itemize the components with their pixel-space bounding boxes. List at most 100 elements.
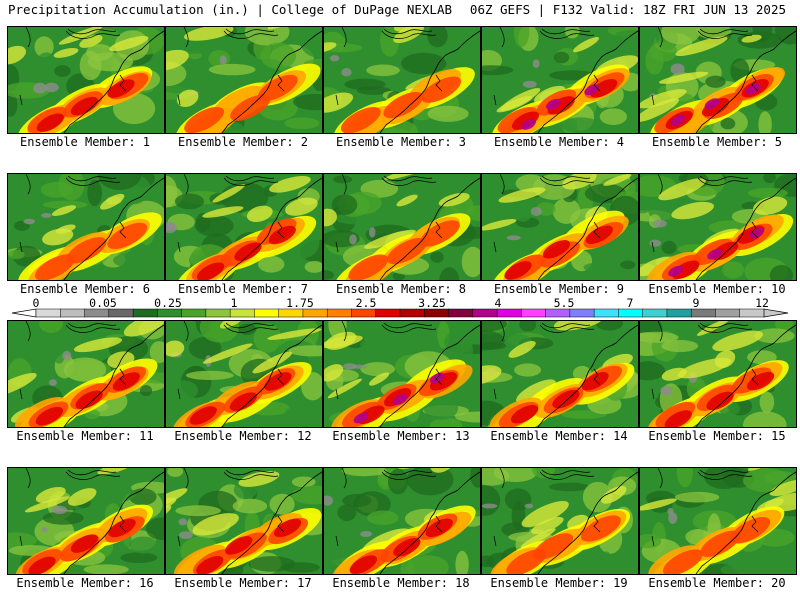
colorbar-segment: [181, 308, 207, 318]
ensemble-member-label: Ensemble Member: 1: [19, 135, 151, 149]
colorbar-segment: [205, 308, 231, 318]
precip-map-graphic: [166, 27, 322, 133]
ensemble-member-label: Ensemble Member: 8: [335, 282, 467, 296]
colorbar-segment: [666, 308, 692, 318]
ensemble-member-map: [7, 320, 165, 428]
ensemble-member-label: Ensemble Member: 17: [174, 576, 312, 590]
ensemble-member-map: [481, 320, 639, 428]
precip-map-graphic: [324, 468, 480, 574]
ensemble-member-map: [165, 467, 323, 575]
precip-map-graphic: [8, 27, 164, 133]
ensemble-member-label: Ensemble Member: 12: [174, 429, 312, 443]
ensemble-member-map: [639, 467, 797, 575]
colorbar-tick-label: 0.25: [154, 296, 182, 310]
ensemble-member-map: [323, 173, 481, 281]
ensemble-member-label: Ensemble Member: 15: [648, 429, 786, 443]
colorbar-segment: [496, 308, 522, 318]
colorbar-segment: [157, 308, 183, 318]
ensemble-member-map: [481, 173, 639, 281]
colorbar-segment: [375, 308, 401, 318]
colorbar-segment: [472, 308, 498, 318]
colorbar-tick-label: 1: [230, 296, 238, 310]
ensemble-member-label: Ensemble Member: 20: [648, 576, 786, 590]
run-info: 06Z GEFS | F132 Valid: 18Z FRI JUN 13 20…: [469, 2, 786, 17]
colorbar-segment: [254, 308, 280, 318]
ensemble-member-label: Ensemble Member: 10: [648, 282, 786, 296]
colorbar-tick-label: 0.05: [89, 296, 117, 310]
ensemble-member-label: Ensemble Member: 11: [16, 429, 154, 443]
colorbar-tick-label: 0: [32, 296, 40, 310]
precip-map-graphic: [482, 321, 638, 427]
colorbar-segment: [521, 308, 547, 318]
colorbar-segment: [132, 308, 158, 318]
colorbar-segment: [229, 308, 255, 318]
precip-map-graphic: [166, 174, 322, 280]
colorbar-segment: [545, 308, 571, 318]
ensemble-member-map: [639, 26, 797, 134]
ensemble-member-label: Ensemble Member: 2: [177, 135, 309, 149]
colorbar-tick-label: 12: [755, 296, 769, 310]
colorbar-segment: [108, 308, 134, 318]
precip-map-graphic: [482, 174, 638, 280]
colorbar-segment: [569, 308, 595, 318]
ensemble-member-label: Ensemble Member: 7: [177, 282, 309, 296]
colorbar-tick-label: 7: [626, 296, 634, 310]
ensemble-member-label: Ensemble Member: 6: [19, 282, 151, 296]
precip-map-graphic: [640, 468, 796, 574]
colorbar-tick-label: 4: [494, 296, 502, 310]
precip-map-graphic: [8, 174, 164, 280]
ensemble-member-label: Ensemble Member: 18: [332, 576, 470, 590]
ensemble-member-map: [7, 26, 165, 134]
colorbar-tick-label: 3.25: [418, 296, 446, 310]
colorbar-segment: [424, 308, 450, 318]
map-title: Precipitation Accumulation (in.) | Colle…: [8, 2, 453, 17]
ensemble-member-map: [323, 467, 481, 575]
ensemble-member-label: Ensemble Member: 13: [332, 429, 470, 443]
precip-map-graphic: [324, 321, 480, 427]
ensemble-member-label: Ensemble Member: 9: [493, 282, 625, 296]
ensemble-member-map: [7, 467, 165, 575]
colorbar-segment: [60, 308, 86, 318]
colorbar-segment: [302, 308, 328, 318]
colorbar-tick-label: 5.5: [553, 296, 575, 310]
colorbar-segment: [326, 308, 353, 318]
ensemble-member-map: [165, 26, 323, 134]
precip-colorbar: [11, 308, 789, 318]
ensemble-member-map: [323, 26, 481, 134]
precip-map-graphic: [166, 321, 322, 427]
ensemble-member-label: Ensemble Member: 14: [490, 429, 628, 443]
precip-map-graphic: [324, 174, 480, 280]
precip-map-graphic: [324, 27, 480, 133]
precip-map-graphic: [482, 468, 638, 574]
precip-map-graphic: [8, 468, 164, 574]
ensemble-member-label: Ensemble Member: 5: [651, 135, 783, 149]
colorbar-tick-label: 2.5: [355, 296, 377, 310]
ensemble-member-map: [639, 173, 797, 281]
ensemble-member-label: Ensemble Member: 4: [493, 135, 625, 149]
ensemble-member-label: Ensemble Member: 19: [490, 576, 628, 590]
ensemble-member-map: [481, 26, 639, 134]
precip-map-graphic: [640, 27, 796, 133]
colorbar-right-arrow: [763, 308, 789, 318]
precip-map-graphic: [640, 321, 796, 427]
ensemble-member-map: [481, 467, 639, 575]
colorbar-segment: [448, 308, 474, 318]
ensemble-member-map: [165, 173, 323, 281]
precip-map-graphic: [166, 468, 322, 574]
colorbar-segment: [715, 308, 741, 318]
ensemble-member-label: Ensemble Member: 3: [335, 135, 467, 149]
ensemble-member-map: [323, 320, 481, 428]
ensemble-member-map: [7, 173, 165, 281]
colorbar-segment: [642, 308, 668, 318]
colorbar-segment: [739, 308, 765, 318]
precip-map-graphic: [640, 174, 796, 280]
colorbar-segment: [351, 308, 377, 318]
precip-map-graphic: [8, 321, 164, 427]
ensemble-member-label: Ensemble Member: 16: [16, 576, 154, 590]
colorbar-segment: [278, 308, 304, 318]
ensemble-member-map: [639, 320, 797, 428]
colorbar-segment: [399, 308, 425, 318]
colorbar-segment: [618, 308, 644, 318]
colorbar-segment: [35, 308, 61, 318]
ensemble-member-map: [165, 320, 323, 428]
